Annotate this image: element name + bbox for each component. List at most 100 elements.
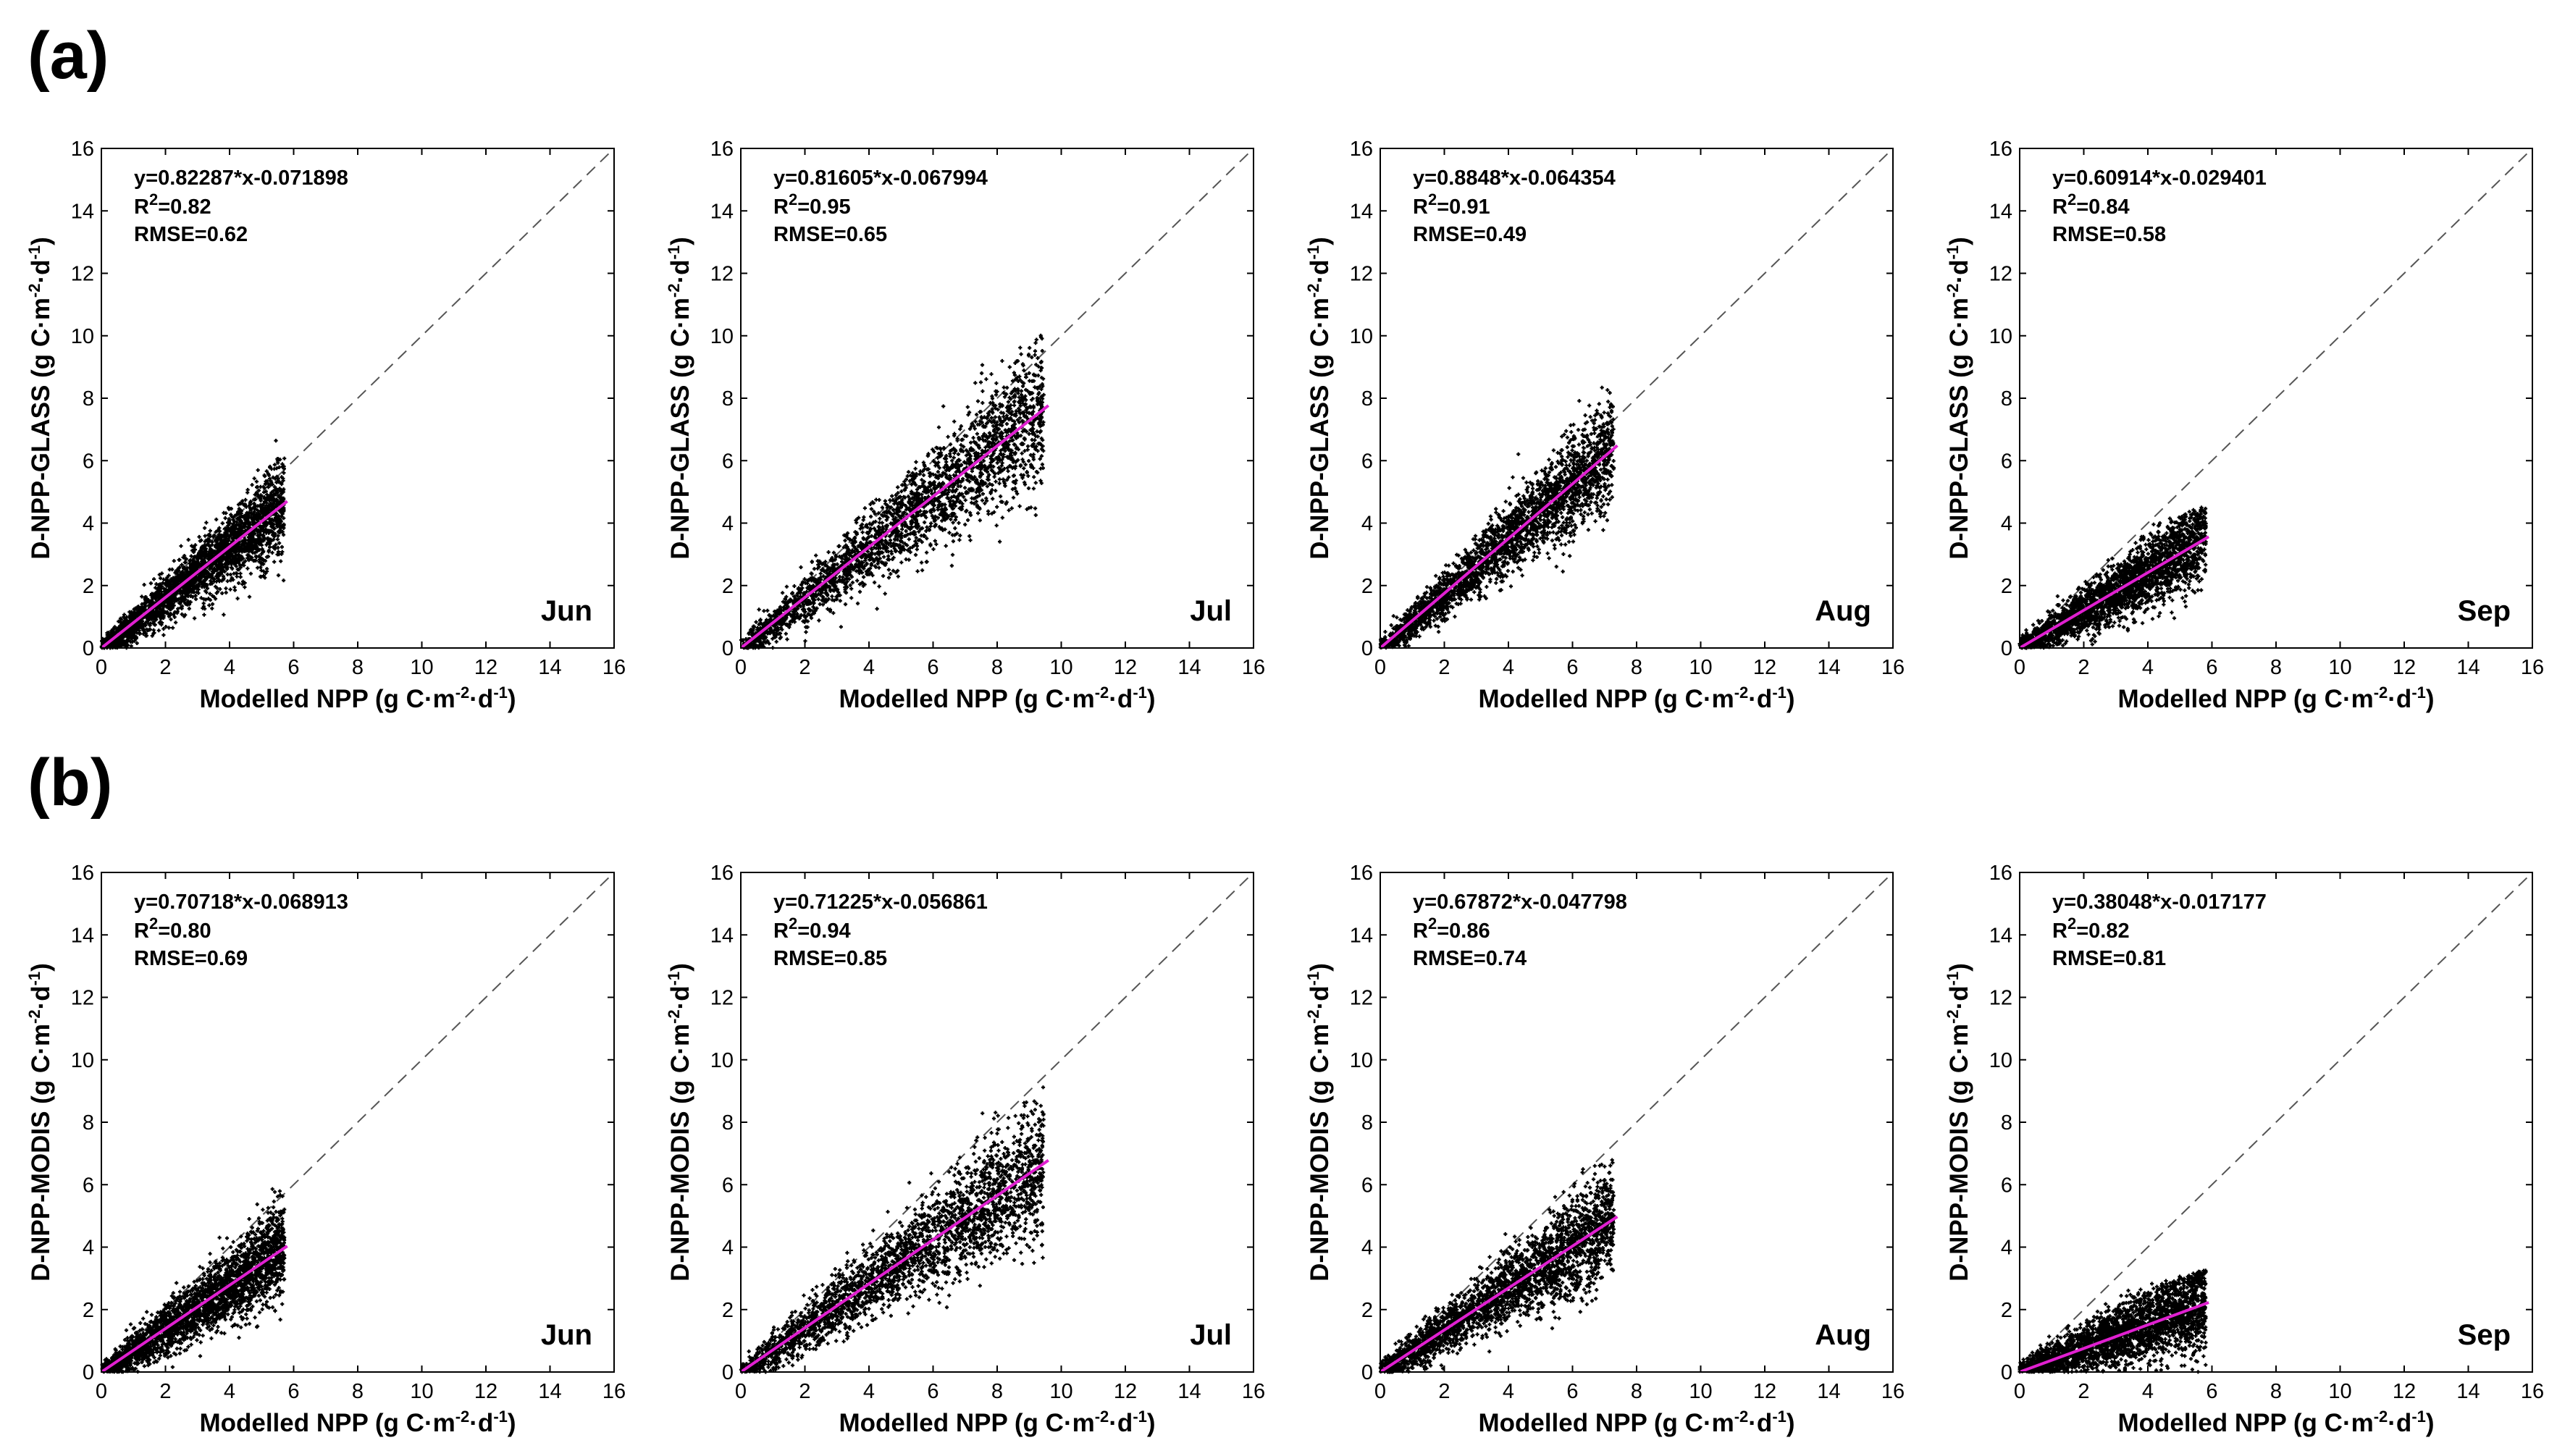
y-tick-label: 0 xyxy=(722,637,734,660)
x-tick-label: 6 xyxy=(287,1380,299,1403)
x-tick-label: 6 xyxy=(927,656,939,679)
x-tick-label: 2 xyxy=(159,1380,171,1403)
y-axis-title: D-NPP-MODIS (g C·m-2·d-1) xyxy=(665,963,694,1282)
y-axis-title: D-NPP-MODIS (g C·m-2·d-1) xyxy=(1304,963,1334,1282)
y-tick-label: 8 xyxy=(2001,387,2012,411)
x-axis-title: Modelled NPP (g C·m-2·d-1) xyxy=(839,683,1155,713)
x-tick-label: 4 xyxy=(2142,656,2154,679)
x-tick-label: 8 xyxy=(1631,656,1642,679)
x-tick-label: 16 xyxy=(1242,656,1265,679)
y-tick-label: 12 xyxy=(710,987,734,1010)
y-tick-label: 2 xyxy=(722,1299,734,1322)
regression-equation: y=0.82287*x-0.071898 xyxy=(134,167,348,190)
x-axis-title: Modelled NPP (g C·m-2·d-1) xyxy=(839,1407,1155,1437)
x-tick-label: 12 xyxy=(1114,1380,1137,1403)
y-axis-title: D-NPP-MODIS (g C·m-2·d-1) xyxy=(25,963,55,1282)
y-tick-label: 6 xyxy=(2001,1174,2012,1197)
r-squared-label: R2=0.86 xyxy=(1413,914,1490,943)
x-tick-label: 10 xyxy=(1689,656,1712,679)
regression-equation: y=0.81605*x-0.067994 xyxy=(773,167,988,190)
regression-equation: y=0.38048*x-0.017177 xyxy=(2052,891,2267,914)
y-tick-label: 0 xyxy=(722,1361,734,1384)
scatter-points xyxy=(100,1187,287,1374)
regression-equation: y=0.71225*x-0.056861 xyxy=(773,891,988,914)
y-tick-label: 12 xyxy=(1989,263,2012,286)
x-tick-label: 6 xyxy=(2206,656,2217,679)
x-tick-label: 0 xyxy=(96,1380,107,1403)
y-tick-label: 16 xyxy=(1989,138,2012,161)
y-tick-label: 4 xyxy=(2001,513,2012,536)
y-axis-title: D-NPP-GLASS (g C·m-2·d-1) xyxy=(665,237,694,560)
y-axis-title: D-NPP-GLASS (g C·m-2·d-1) xyxy=(1304,237,1334,560)
x-tick-label: 10 xyxy=(410,1380,433,1403)
scatter-points xyxy=(739,333,1046,650)
x-tick-label: 14 xyxy=(2456,656,2480,679)
y-tick-label: 6 xyxy=(1361,1174,1373,1197)
y-tick-label: 2 xyxy=(2001,1299,2012,1322)
rmse-label: RMSE=0.74 xyxy=(1413,947,1527,970)
fit-line xyxy=(100,500,288,649)
y-tick-label: 12 xyxy=(710,263,734,286)
scatter-panel-d-npp-modis-aug: 0 2 4 6 8 10 12 14 16 0 2 4 6 8 10 12 14 16 y=0.67872*x-0.… xyxy=(1304,862,1905,1437)
x-tick-label: 8 xyxy=(2270,656,2282,679)
x-tick-label: 4 xyxy=(863,1380,875,1403)
scatter-panel-d-npp-modis-sep: 0 2 4 6 8 10 12 14 16 0 2 4 6 8 10 12 14 16 y=0.38048*x-0.… xyxy=(1944,862,2544,1437)
y-tick-label: 14 xyxy=(1989,924,2012,947)
x-tick-label: 2 xyxy=(2078,656,2089,679)
x-tick-label: 6 xyxy=(1566,656,1578,679)
x-axis-title: Modelled NPP (g C·m-2·d-1) xyxy=(199,683,516,713)
y-tick-label: 12 xyxy=(1989,987,2012,1010)
y-tick-label: 4 xyxy=(2001,1237,2012,1260)
x-tick-label: 14 xyxy=(538,1380,561,1403)
month-label: Sep xyxy=(2458,595,2511,627)
r-squared-label: R2=0.82 xyxy=(134,190,211,219)
regression-equation: y=0.70718*x-0.068913 xyxy=(134,891,348,914)
x-tick-label: 16 xyxy=(1242,1380,1265,1403)
r-squared-label: R2=0.82 xyxy=(2052,914,2130,943)
y-axis-title: D-NPP-MODIS (g C·m-2·d-1) xyxy=(1944,963,1973,1282)
y-tick-label: 0 xyxy=(2001,1361,2012,1384)
x-tick-label: 6 xyxy=(1566,1380,1578,1403)
y-tick-label: 6 xyxy=(2001,450,2012,473)
x-tick-label: 8 xyxy=(991,1380,1003,1403)
x-tick-label: 16 xyxy=(2521,1380,2544,1403)
x-tick-label: 14 xyxy=(538,656,561,679)
y-tick-label: 8 xyxy=(83,387,94,411)
y-tick-label: 10 xyxy=(1989,1049,2012,1072)
y-tick-label: 4 xyxy=(1361,513,1373,536)
y-tick-label: 6 xyxy=(83,450,94,473)
scatter-points xyxy=(2018,505,2208,650)
y-tick-label: 8 xyxy=(2001,1111,2012,1135)
fit-line xyxy=(1379,444,1618,649)
rmse-label: RMSE=0.65 xyxy=(773,223,887,246)
r-squared-label: R2=0.94 xyxy=(773,914,851,943)
y-tick-label: 16 xyxy=(71,138,94,161)
x-tick-label: 4 xyxy=(863,656,875,679)
month-label: Jul xyxy=(1190,595,1232,627)
y-tick-label: 14 xyxy=(710,200,734,223)
x-tick-label: 12 xyxy=(1753,1380,1776,1403)
y-tick-label: 0 xyxy=(1361,637,1373,660)
y-tick-label: 14 xyxy=(1350,924,1373,947)
month-label: Aug xyxy=(1815,1319,1871,1351)
scatter-panel-d-npp-modis-jul: 0 2 4 6 8 10 12 14 16 0 2 4 6 8 10 12 14 16 y=0.71225*x-0.… xyxy=(665,862,1265,1437)
y-tick-label: 4 xyxy=(83,513,94,536)
y-tick-label: 4 xyxy=(1361,1237,1373,1260)
scatter-panel-d-npp-glass-jul: 0 2 4 6 8 10 12 14 16 0 2 4 6 8 10 12 14 16 y=0.81605*x-0.… xyxy=(665,138,1265,713)
x-tick-label: 16 xyxy=(1881,656,1905,679)
x-tick-label: 8 xyxy=(352,656,364,679)
x-tick-label: 10 xyxy=(1049,1380,1072,1403)
x-axis-title: Modelled NPP (g C·m-2·d-1) xyxy=(2117,683,2434,713)
x-tick-label: 14 xyxy=(2456,1380,2480,1403)
month-label: Jun xyxy=(541,595,592,627)
y-tick-label: 14 xyxy=(710,924,734,947)
x-tick-label: 0 xyxy=(2014,656,2025,679)
x-tick-label: 14 xyxy=(1177,1380,1201,1403)
x-tick-label: 2 xyxy=(159,656,171,679)
identity-line xyxy=(1380,872,1894,1373)
x-tick-label: 12 xyxy=(2393,1380,2416,1403)
y-axis-title: D-NPP-GLASS (g C·m-2·d-1) xyxy=(25,237,55,560)
fit-line xyxy=(100,1245,288,1373)
y-tick-label: 12 xyxy=(1350,263,1373,286)
y-tick-label: 8 xyxy=(722,1111,734,1135)
